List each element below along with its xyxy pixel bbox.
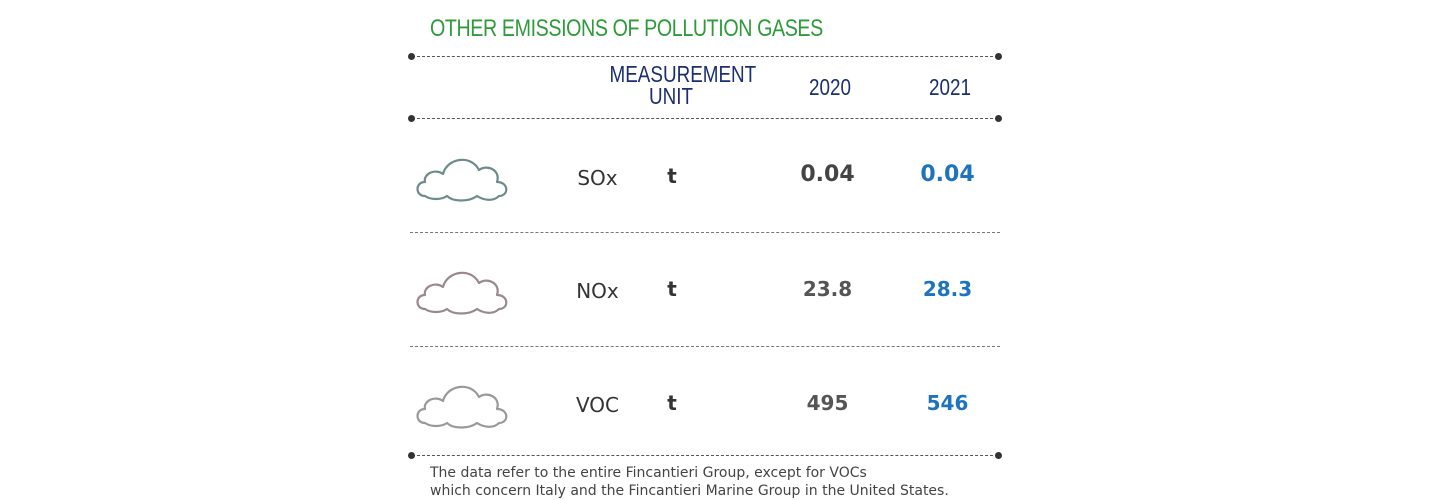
header-year-2020: 2020 (809, 74, 851, 100)
gas-name: SOx (577, 166, 618, 190)
footnote: The data refer to the entire Fincantieri… (430, 464, 949, 500)
cloud-icon (416, 271, 508, 315)
value-2020: 0.04 (800, 162, 855, 187)
footnote-line1: The data refer to the entire Fincantieri… (430, 465, 867, 481)
bottom-divider (408, 452, 1002, 459)
measurement-unit: t (667, 164, 677, 188)
row-divider (410, 232, 1000, 233)
value-2021: 546 (926, 391, 969, 415)
value-2020: 495 (806, 391, 849, 415)
measurement-unit: t (667, 277, 677, 301)
footnote-line2: which concern Italy and the Fincantieri … (430, 483, 949, 499)
measurement-unit: t (667, 391, 677, 415)
table-row-voc: VOC t 495 546 (0, 375, 1440, 435)
header-unit-line2: UNIT (648, 83, 693, 109)
cloud-icon (416, 385, 508, 429)
header-divider (408, 115, 1002, 122)
row-divider (410, 346, 1000, 347)
value-2021: 28.3 (922, 277, 973, 301)
top-divider (408, 53, 1002, 60)
gas-name: NOx (576, 279, 619, 303)
table-title: OTHER EMISSIONS OF POLLUTION GASES (430, 15, 823, 42)
gas-name: VOC (575, 393, 620, 417)
value-2020: 23.8 (802, 277, 853, 301)
cloud-icon (416, 158, 508, 202)
header-measurement-unit: MEASUREMENT UNIT (609, 61, 757, 109)
table-row-nox: NOx t 23.8 28.3 (0, 261, 1440, 321)
header-unit-line1: MEASUREMENT (609, 61, 757, 87)
value-2021: 0.04 (920, 162, 975, 187)
table-row-sox: SOx t 0.04 0.04 (0, 148, 1440, 208)
header-year-2021: 2021 (929, 74, 971, 100)
